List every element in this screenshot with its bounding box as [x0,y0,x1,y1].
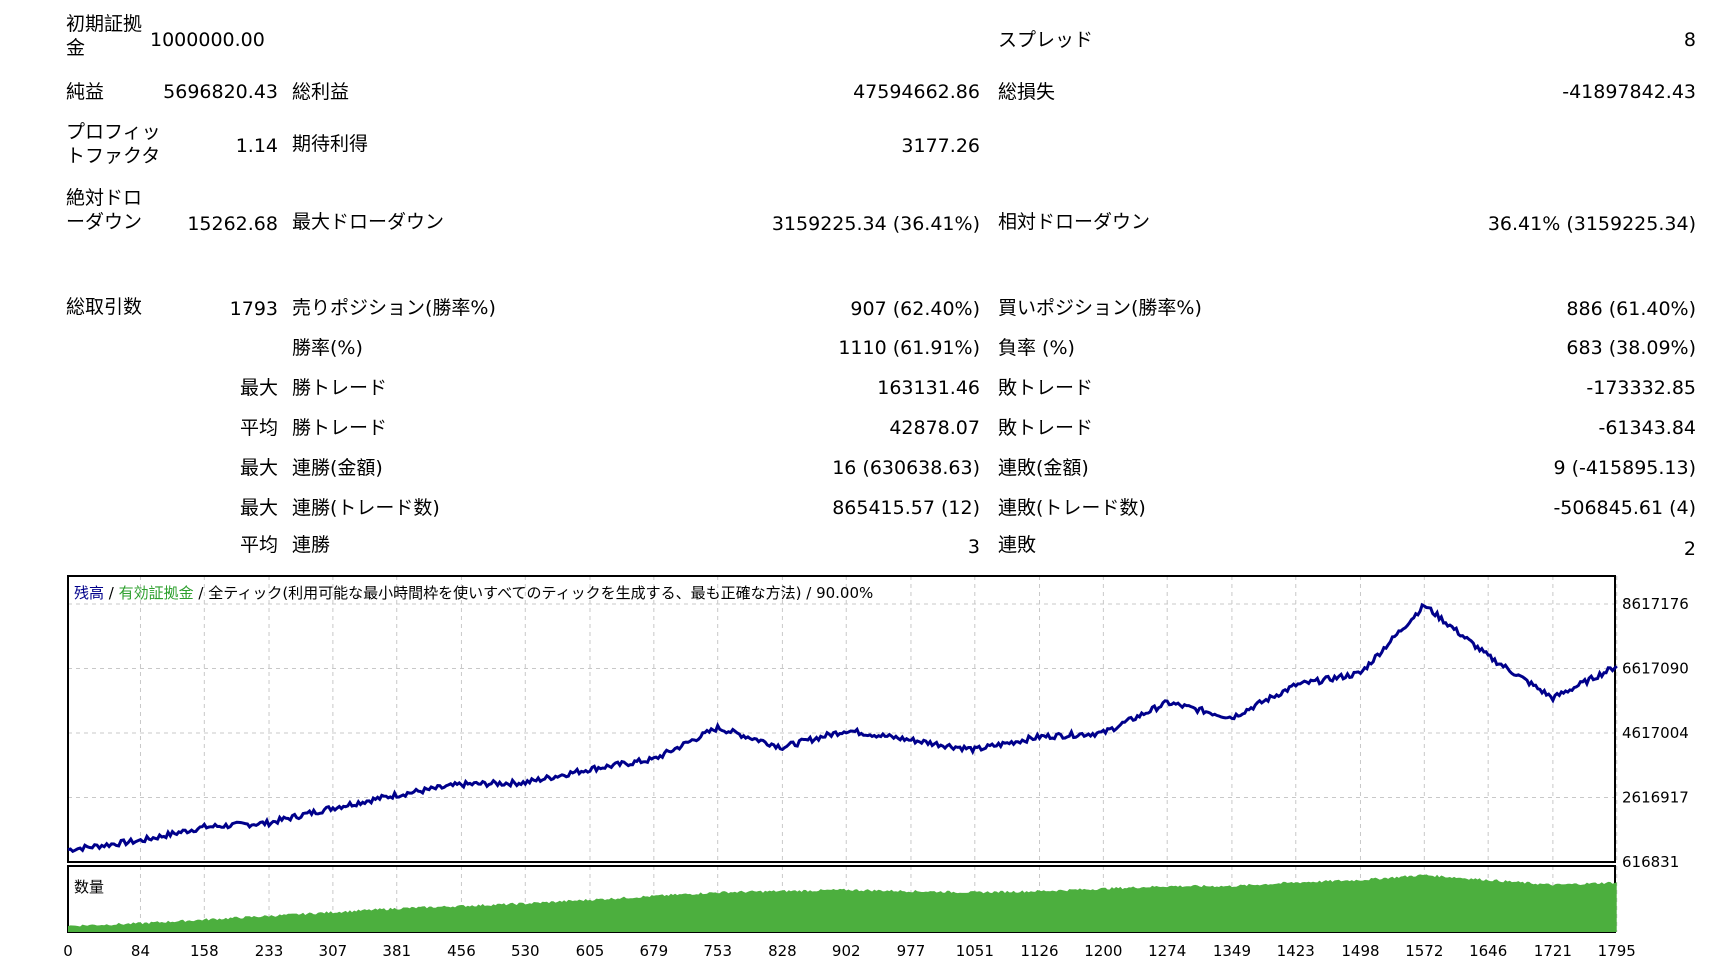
max-consec-amount-prefix-label: 最大 [239,457,278,479]
largest-loss-label: 敗トレード [998,377,1094,399]
expected-payoff-label: 期待利得 [292,133,369,155]
abs-drawdown-value: 15262.68 [187,213,278,235]
max-drawdown-value: 3159225.34 (36.41%) [771,213,980,235]
largest-prefix-label: 最大 [239,377,278,399]
rel-drawdown-value: 36.41% (3159225.34) [1487,213,1696,235]
max-consec-losses-count-label: 連敗(トレード数) [998,497,1146,519]
volume-area [68,874,1617,932]
y-tick-label: 6617090 [1622,660,1689,678]
short-positions-label: 売りポジション(勝率%) [292,297,496,319]
win-rate-label: 勝率(%) [292,337,363,359]
avg-loss-value: -61343.84 [1598,417,1696,439]
max-consec-wins-count-label: 連勝(トレード数) [292,497,440,519]
avg-consec-prefix-label: 平均 [239,534,278,556]
spread-value: 8 [1683,29,1696,51]
profit-factor-label: プロフィットファクタ [66,121,161,167]
avg-consec-losses-value: 2 [1683,538,1696,560]
y-tick-label: 4617004 [1622,724,1689,742]
chart-header: 残高 / 有効証拠金 / 全ティック(利用可能な最小時間枠を使いすべてのティック… [74,584,873,602]
chart-header-rest: / 全ティック(利用可能な最小時間枠を使いすべてのティックを生成する、最も正確な… [194,584,874,602]
long-positions-value: 886 (61.40%) [1566,298,1696,320]
balance-line [67,602,1618,854]
avg-loss-label: 敗トレード [998,417,1094,439]
max-consec-count-prefix-label: 最大 [239,497,278,519]
x-tick-label: 1498 [1341,942,1379,960]
rel-drawdown-label: 相対ドローダウン [998,211,1151,233]
main-chart-frame [67,575,1616,863]
expected-payoff-value: 3177.26 [901,135,980,157]
loss-rate-label: 負率 (%) [998,337,1075,359]
max-consec-wins-amount-label: 連勝(金額) [292,457,383,479]
avg-win-value: 42878.07 [889,417,980,439]
profit-factor-value: 1.14 [235,135,278,157]
largest-loss-value: -173332.85 [1586,377,1696,399]
average-prefix-label: 平均 [239,417,278,439]
net-profit-label: 純益 [66,81,105,103]
x-tick-label: 1274 [1148,942,1186,960]
x-tick-label: 902 [832,942,861,960]
max-consec-losses-amount-label: 連敗(金額) [998,457,1089,479]
max-consec-wins-amount-value: 16 (630638.63) [832,457,980,479]
y-tick-label: 2616917 [1622,789,1689,807]
y-axis-ticks: 8617176 6617090 4617004 2616917 616831 [1622,595,1689,871]
volume-label: 数量 [74,878,104,896]
x-tick-label: 1646 [1469,942,1507,960]
x-tick-label: 307 [319,942,348,960]
x-tick-label: 530 [511,942,540,960]
loss-rate-value: 683 (38.09%) [1566,337,1696,359]
x-tick-label: 1200 [1084,942,1122,960]
x-tick-label: 456 [447,942,476,960]
max-consec-wins-count-value: 865415.57 (12) [832,497,980,519]
avg-win-label: 勝トレード [292,417,388,439]
largest-win-label: 勝トレード [292,377,388,399]
x-tick-label: 0 [63,942,73,960]
max-consec-losses-count-value: -506845.61 (4) [1553,497,1696,519]
x-tick-label: 1572 [1405,942,1443,960]
max-consec-losses-amount-value: 9 (-415895.13) [1553,457,1696,479]
avg-consec-wins-label: 連勝 [292,534,331,556]
gross-profit-value: 47594662.86 [853,81,980,103]
x-tick-label: 679 [640,942,669,960]
gross-profit-label: 総利益 [292,81,350,103]
x-tick-label: 753 [703,942,732,960]
spread-label: スプレッド [998,29,1094,51]
largest-win-value: 163131.46 [877,377,980,399]
balance-legend-label: 残高 [74,584,104,602]
x-tick-label: 233 [255,942,284,960]
x-tick-label: 1126 [1020,942,1058,960]
equity-legend-label: 有効証拠金 [119,584,194,602]
x-tick-label: 158 [190,942,219,960]
abs-drawdown-label: 絶対ドローダウン [66,187,143,233]
x-tick-label: 84 [131,942,150,960]
x-tick-label: 605 [576,942,605,960]
avg-consec-wins-value: 3 [967,536,980,558]
x-tick-label: 1721 [1534,942,1572,960]
y-tick-label: 616831 [1622,853,1679,871]
y-tick-label: 8617176 [1622,595,1689,613]
gross-loss-label: 総損失 [998,81,1056,103]
x-tick-label: 381 [382,942,411,960]
net-profit-value: 5696820.43 [163,81,278,103]
x-tick-label: 1423 [1277,942,1315,960]
legend-separator: / [104,584,119,602]
avg-consec-losses-label: 連敗 [998,534,1037,556]
x-tick-label: 1795 [1598,942,1636,960]
total-trades-value: 1793 [229,298,278,320]
x-tick-label: 1349 [1213,942,1251,960]
x-tick-label: 828 [768,942,797,960]
total-trades-label: 総取引数 [66,296,143,318]
short-positions-value: 907 (62.40%) [850,298,980,320]
x-axis-ticks: 0 84 158 233 307 381 456 530 605 679 753 828 902 977 1… [63,942,1636,960]
gross-loss-value: -41897842.43 [1562,81,1696,103]
long-positions-label: 買いポジション(勝率%) [998,297,1202,319]
x-tick-label: 977 [897,942,926,960]
initial-deposit-label: 初期証拠金 [66,13,143,59]
x-tick-label: 1051 [956,942,994,960]
win-rate-value: 1110 (61.91%) [838,337,980,359]
initial-deposit-value: 1000000.00 [150,29,265,51]
max-drawdown-label: 最大ドローダウン [292,211,445,233]
